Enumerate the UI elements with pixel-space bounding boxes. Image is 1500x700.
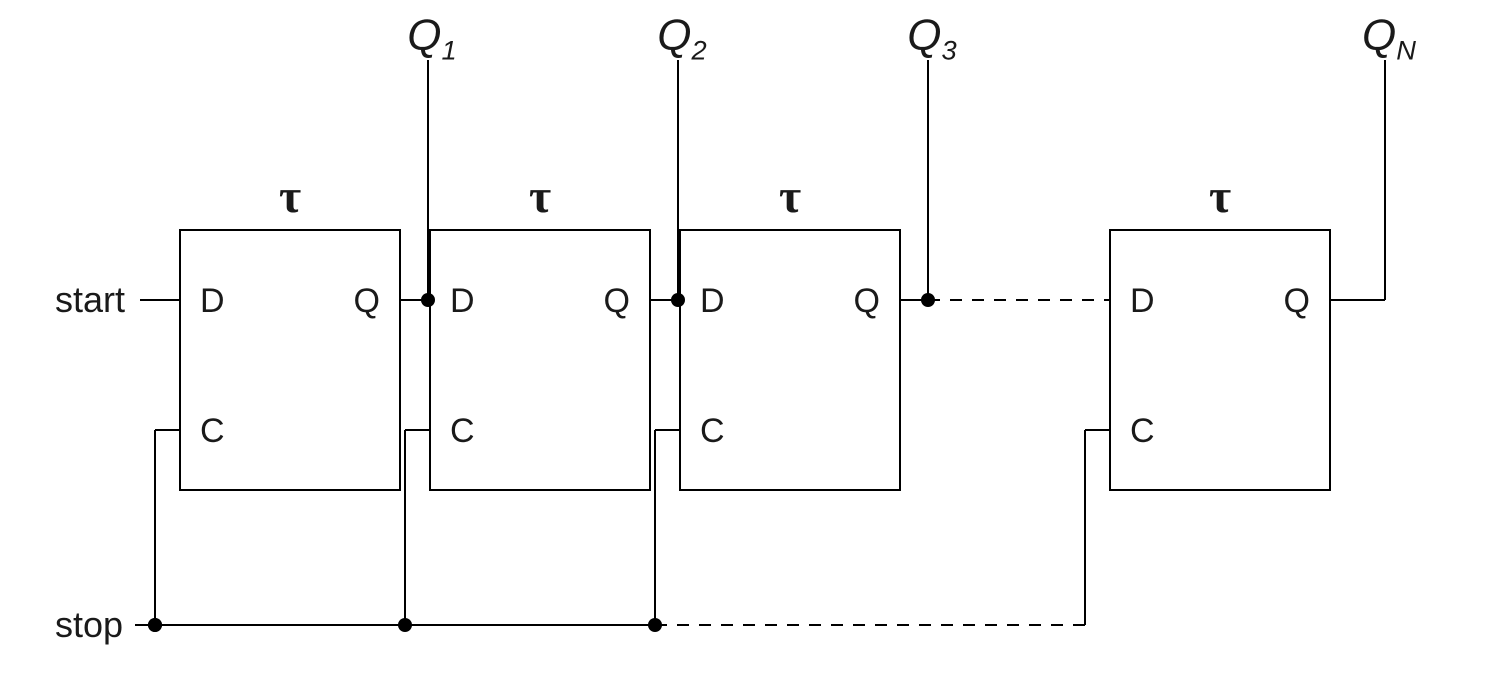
pin-q-label: Q [854,282,880,320]
flipflop-box [1110,230,1330,490]
pin-c-label: C [200,412,225,450]
pin-d-label: D [1130,282,1155,320]
stop-label: stop [55,604,123,645]
output-q-label: Q3 [907,11,956,66]
tau-label: τ [279,170,301,223]
pin-d-label: D [200,282,225,320]
pin-q-label: Q [1284,282,1310,320]
output-q-label: Q2 [657,11,706,66]
stop-node [648,618,662,632]
pin-d-label: D [450,282,475,320]
pin-d-label: D [700,282,725,320]
stop-node [398,618,412,632]
tau-label: τ [779,170,801,223]
tau-label: τ [529,170,551,223]
pin-c-label: C [450,412,475,450]
pin-q-label: Q [354,282,380,320]
tau-label: τ [1209,170,1231,223]
pin-c-label: C [1130,412,1155,450]
output-q-label: Q1 [407,11,456,66]
delay-line-diagram: start stop τ D Q C Q1 τ D Q C Q2 τ D Q C Q3 τ D Q C QN [0,0,1500,700]
output-q-label: QN [1362,11,1416,66]
stop-node [148,618,162,632]
start-label: start [55,279,125,320]
pin-q-label: Q [604,282,630,320]
flipflop-box [430,230,650,490]
pin-c-label: C [700,412,725,450]
flipflop-box [680,230,900,490]
flipflop-box [180,230,400,490]
